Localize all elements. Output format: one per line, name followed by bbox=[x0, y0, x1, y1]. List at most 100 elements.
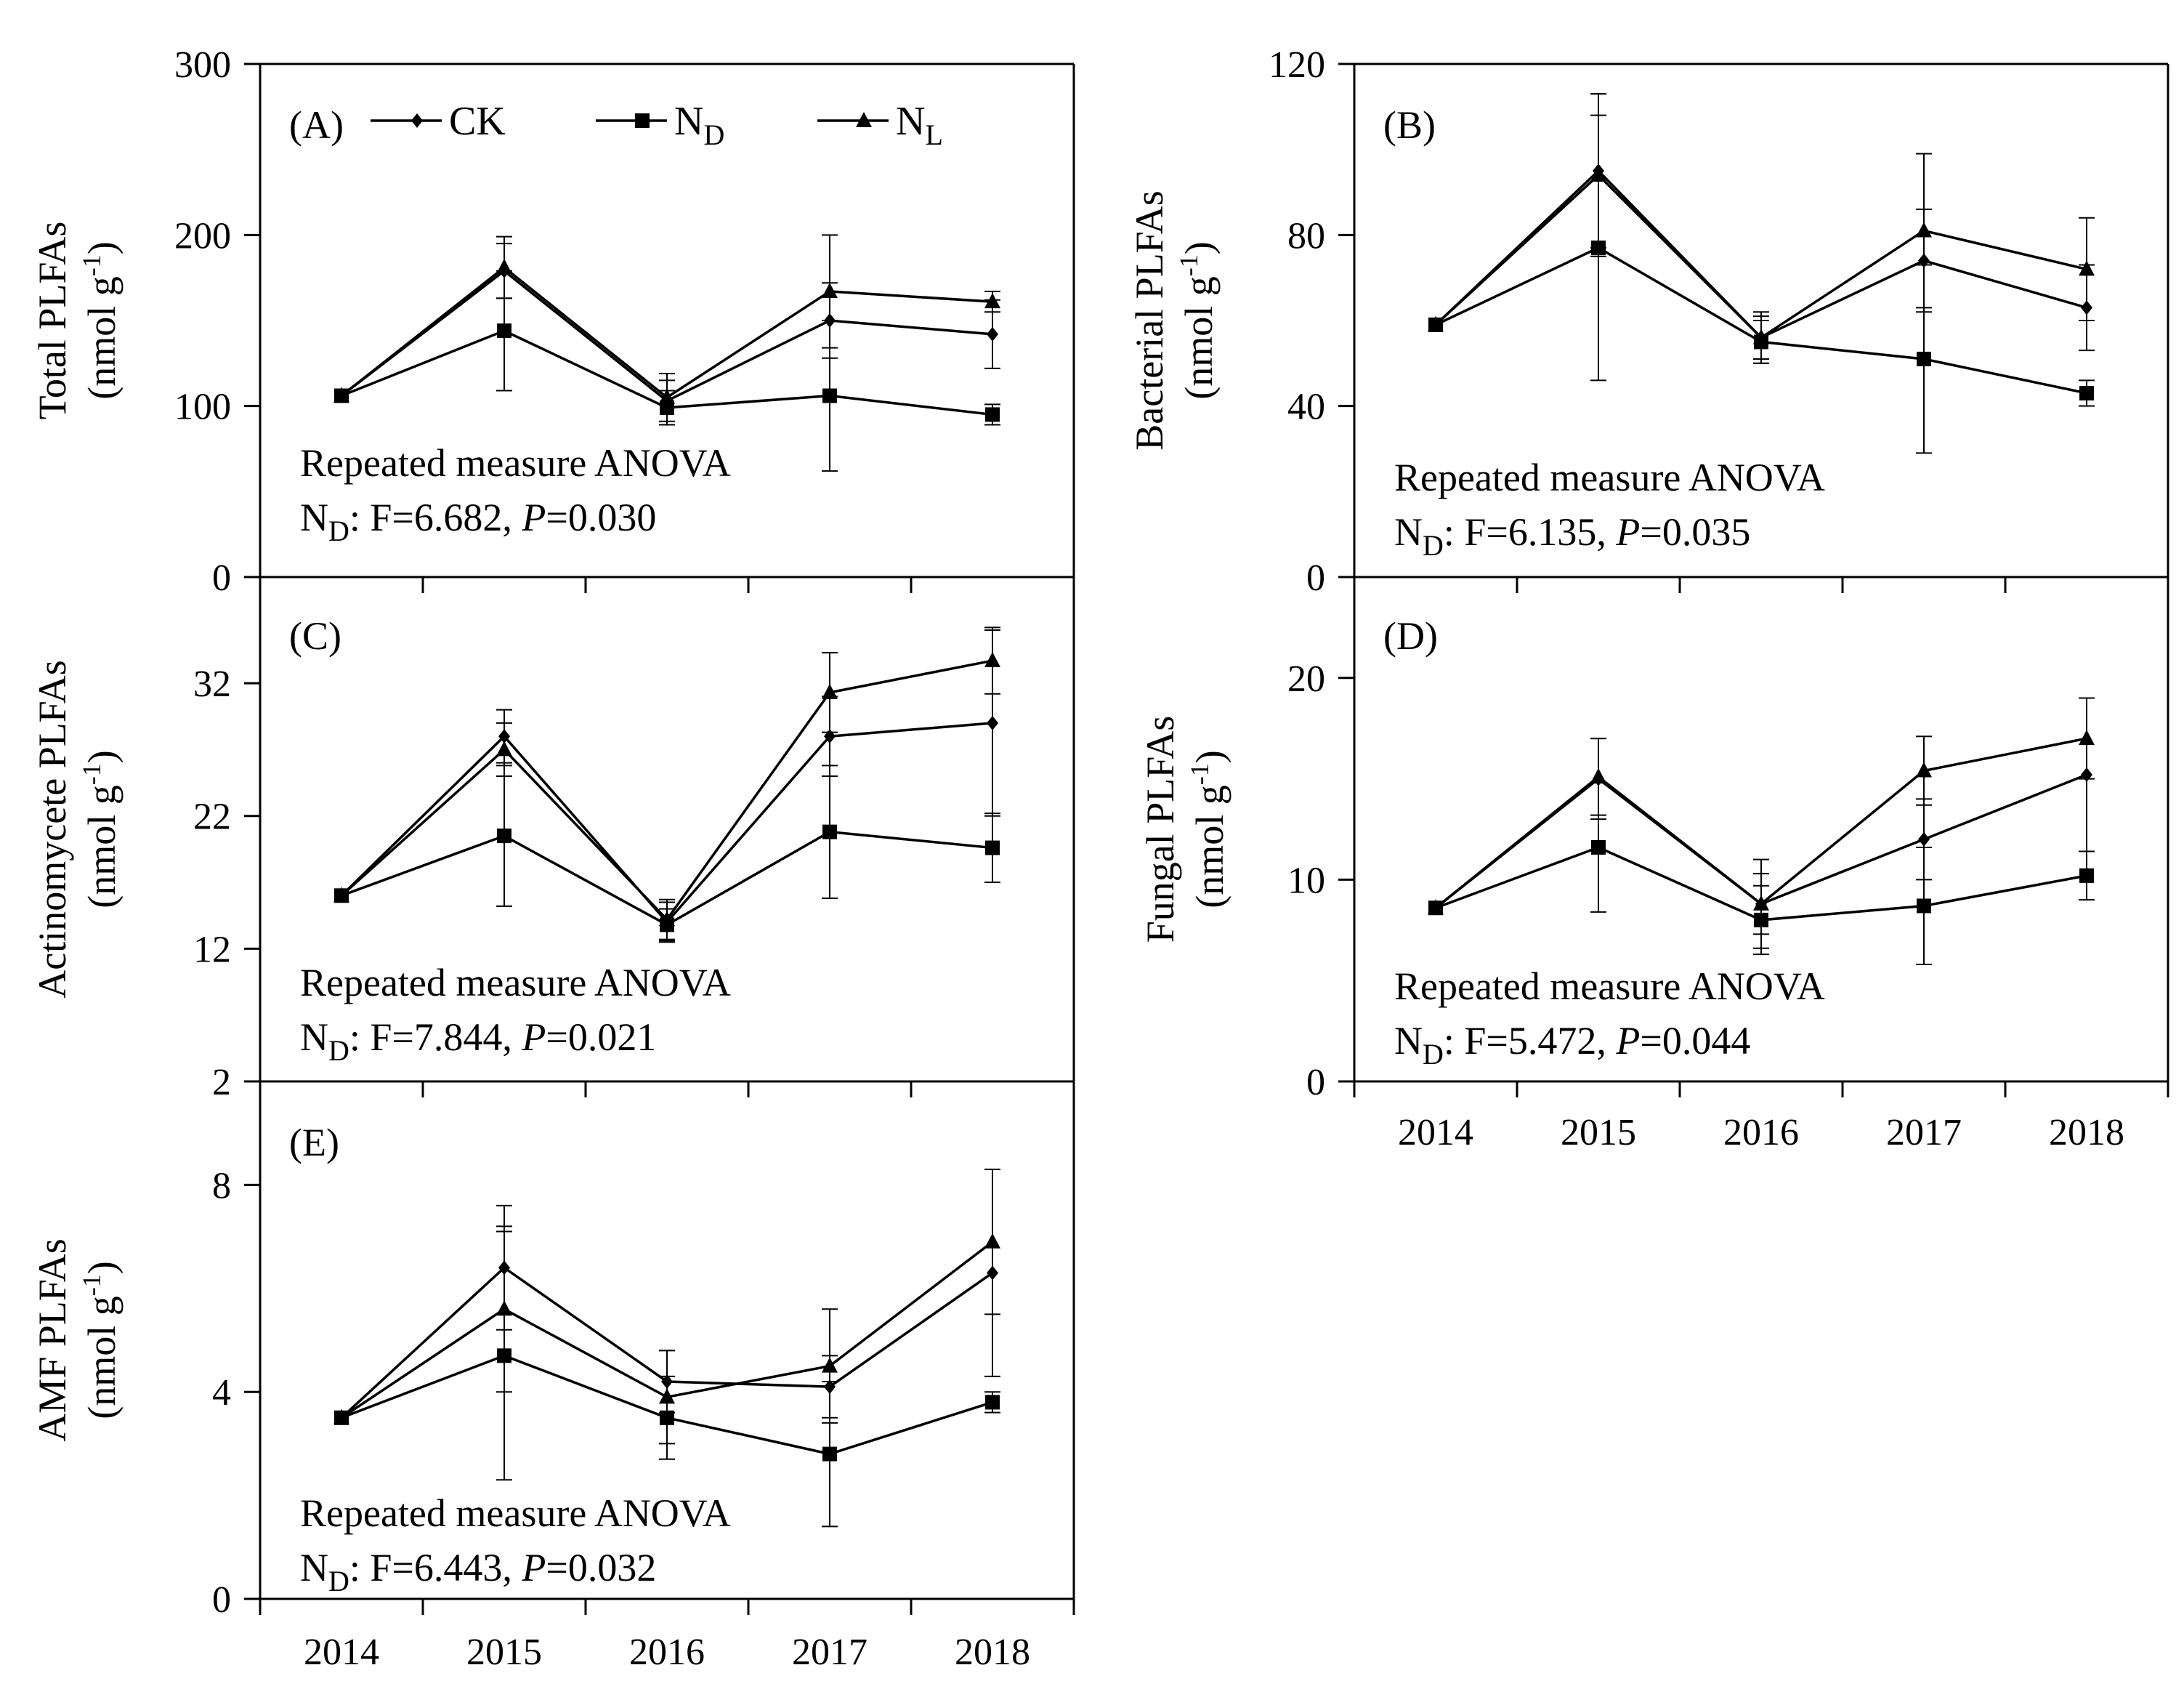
data-point-nl bbox=[822, 683, 838, 699]
data-point-nl bbox=[2079, 730, 2095, 746]
data-point-nl bbox=[2079, 260, 2095, 276]
data-point-nl bbox=[1753, 328, 1769, 344]
series-ck bbox=[336, 629, 1000, 943]
x-tick-label: 2014 bbox=[304, 1632, 379, 1673]
legend-label: NL bbox=[896, 99, 943, 151]
y-axis-label: Actinomycete PLFAs bbox=[31, 660, 74, 998]
legend-marker bbox=[856, 112, 872, 127]
data-point-nd bbox=[1917, 898, 1931, 914]
anova-stat: ND: F=5.472, P=0.044 bbox=[1394, 1019, 1750, 1071]
panel-label: (E) bbox=[289, 1121, 339, 1164]
data-point-nd bbox=[497, 323, 511, 339]
data-point-nd bbox=[822, 388, 837, 403]
data-point-nl bbox=[333, 1408, 349, 1424]
y-tick-label: 120 bbox=[1269, 44, 1325, 86]
series-nl bbox=[333, 1169, 1000, 1445]
x-tick-label: 2018 bbox=[2049, 1112, 2124, 1153]
data-point-nl bbox=[984, 1233, 1000, 1249]
series-line-nl bbox=[340, 659, 993, 922]
y-axis-unit: (nmol g-1) bbox=[1185, 750, 1231, 908]
anova-stat: ND: F=6.682, P=0.030 bbox=[300, 496, 656, 547]
anova-title: Repeated measure ANOVA bbox=[1394, 964, 1825, 1008]
x-tick-label: 2017 bbox=[792, 1632, 867, 1673]
y-tick-label: 4 bbox=[212, 1372, 231, 1414]
series-line-ck bbox=[340, 722, 993, 924]
data-point-ck bbox=[987, 326, 998, 342]
data-point-nd bbox=[1591, 839, 1606, 855]
data-point-nd bbox=[822, 824, 837, 839]
data-point-nl bbox=[822, 1357, 838, 1373]
y-tick-label: 0 bbox=[212, 557, 231, 599]
data-point-nl bbox=[496, 259, 512, 275]
series-ck bbox=[1430, 93, 2095, 360]
series-nl bbox=[333, 626, 1000, 940]
y-axis-label: Fungal PLFAs bbox=[1138, 716, 1182, 943]
y-tick-label: 80 bbox=[1287, 215, 1325, 257]
data-point-nd bbox=[2079, 868, 2094, 883]
panel-e-amf-plfas: 0 4 8 2014 2015 2016 2017 2018 AMF PLFAs (nmol g-… bbox=[31, 1081, 1075, 1673]
y-tick-label: 0 bbox=[1306, 1062, 1325, 1103]
y-tick-label: 8 bbox=[212, 1165, 231, 1206]
anova-title: Repeated measure ANOVA bbox=[300, 441, 731, 485]
series-nl bbox=[1428, 697, 2095, 949]
data-point-nl bbox=[496, 1300, 512, 1316]
y-axis-unit: (nmol g-1) bbox=[77, 750, 124, 908]
data-point-nl bbox=[1428, 315, 1444, 331]
y-tick-label: 20 bbox=[1287, 658, 1325, 700]
data-point-nl bbox=[984, 652, 1000, 668]
y-tick-label: 200 bbox=[174, 215, 231, 257]
x-tick-label: 2016 bbox=[1723, 1112, 1799, 1153]
data-point-nl bbox=[822, 282, 838, 298]
y-tick-label: 0 bbox=[212, 1579, 231, 1621]
y-tick-label: 12 bbox=[193, 929, 231, 970]
legend-item-ck: CK bbox=[371, 99, 506, 144]
legend: CK ND NL bbox=[371, 99, 943, 151]
panel-c-actinomycete-plfas: 2 12 22 32 Actinomycete PLFAs (nmol g-1) (C) Re… bbox=[31, 577, 1075, 1103]
panel-d-fungal-plfas: 0 10 20 2014 2015 2016 2017 2018 Fungal PLFAs (nm… bbox=[1138, 577, 2169, 1153]
data-point-nl bbox=[333, 387, 349, 403]
y-axis-label: Total PLFAs bbox=[31, 222, 74, 420]
legend-label: CK bbox=[449, 99, 506, 144]
data-point-nd bbox=[1917, 351, 1931, 366]
data-point-nl bbox=[659, 1388, 675, 1404]
anova-stat: ND: F=7.844, P=0.021 bbox=[300, 1015, 656, 1067]
data-point-ck bbox=[1918, 831, 1930, 847]
data-point-ck bbox=[987, 715, 998, 730]
x-tick-label: 2014 bbox=[1398, 1112, 1473, 1153]
x-tick-label: 2016 bbox=[629, 1632, 705, 1673]
legend-item-nl: NL bbox=[817, 99, 943, 151]
data-point-nl bbox=[1916, 222, 1932, 238]
x-tick-label: 2015 bbox=[1561, 1112, 1636, 1153]
data-point-nl bbox=[1590, 166, 1606, 182]
anova-title: Repeated measure ANOVA bbox=[1394, 456, 1825, 499]
y-tick-label: 100 bbox=[174, 387, 231, 428]
panel-label: (C) bbox=[289, 614, 341, 658]
data-point-nd bbox=[985, 407, 1000, 422]
y-tick-label: 2 bbox=[212, 1062, 231, 1103]
y-tick-label: 40 bbox=[1287, 387, 1325, 428]
y-axis-unit: (nmol g-1) bbox=[77, 1261, 124, 1419]
data-point-nl bbox=[1753, 895, 1769, 911]
series-nd bbox=[1428, 114, 2095, 454]
data-point-nd bbox=[497, 829, 511, 844]
y-tick-label: 0 bbox=[1306, 557, 1325, 599]
panel-b-bacterial-plfas: 0 40 80 120 Bacterial PLFAs (nmol g-1) (B) Repe… bbox=[1128, 44, 2169, 599]
data-point-nd bbox=[2079, 386, 2094, 401]
data-point-nl bbox=[984, 293, 1000, 309]
y-axis-label: Bacterial PLFAs bbox=[1128, 190, 1171, 450]
series-nl bbox=[333, 234, 1000, 422]
anova-title: Repeated measure ANOVA bbox=[300, 961, 731, 1004]
data-point-nd bbox=[822, 1446, 837, 1462]
x-tick-label: 2018 bbox=[955, 1632, 1030, 1673]
panel-label: (B) bbox=[1383, 103, 1436, 147]
legend-item-nd: ND bbox=[596, 99, 724, 151]
x-tick-label: 2017 bbox=[1886, 1112, 1962, 1153]
series-ck bbox=[336, 1169, 1000, 1425]
data-point-nl bbox=[496, 741, 512, 757]
y-axis-unit: (nmol g-1) bbox=[1174, 241, 1221, 399]
data-point-nl bbox=[659, 388, 675, 404]
data-point-nl bbox=[659, 911, 675, 927]
y-axis-label: AMF PLFAs bbox=[31, 1238, 74, 1442]
data-point-nl bbox=[1916, 762, 1932, 778]
